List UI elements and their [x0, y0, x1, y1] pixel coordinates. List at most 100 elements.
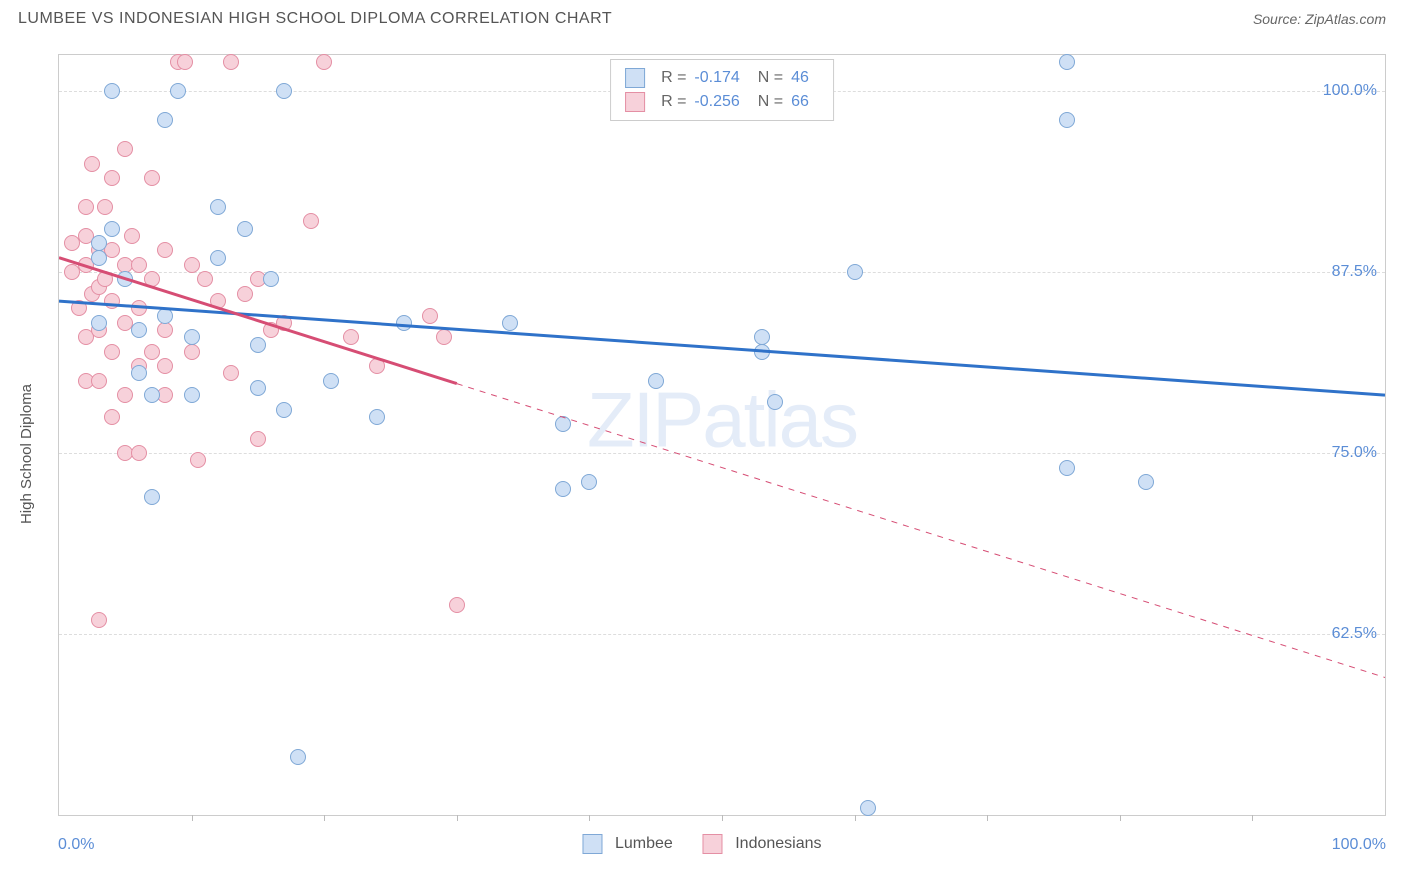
scatter-point-indonesians: [250, 431, 266, 447]
scatter-point-lumbee: [250, 337, 266, 353]
plot-area: ZIPatlas R = -0.174 N = 46 R = -0.256 N …: [58, 54, 1386, 816]
n-label: N =: [758, 66, 783, 90]
x-tick-mark: [192, 815, 193, 821]
scatter-point-indonesians: [104, 344, 120, 360]
scatter-point-lumbee: [754, 329, 770, 345]
legend-label: Indonesians: [735, 835, 821, 852]
scatter-point-indonesians: [190, 452, 206, 468]
scatter-point-lumbee: [581, 474, 597, 490]
scatter-point-indonesians: [97, 199, 113, 215]
gridline: [59, 453, 1385, 454]
scatter-point-indonesians: [422, 308, 438, 324]
source-attribution: Source: ZipAtlas.com: [1253, 11, 1386, 27]
scatter-point-lumbee: [767, 394, 783, 410]
scatter-point-indonesians: [117, 141, 133, 157]
scatter-point-indonesians: [124, 228, 140, 244]
scatter-point-lumbee: [117, 271, 133, 287]
scatter-point-lumbee: [1138, 474, 1154, 490]
scatter-point-indonesians: [177, 54, 193, 70]
scatter-point-indonesians: [157, 322, 173, 338]
scatter-point-lumbee: [276, 83, 292, 99]
scatter-point-indonesians: [303, 213, 319, 229]
scatter-point-lumbee: [91, 250, 107, 266]
scatter-point-indonesians: [131, 445, 147, 461]
swatch-icon: [625, 92, 645, 112]
scatter-point-lumbee: [263, 271, 279, 287]
scatter-point-lumbee: [290, 749, 306, 765]
scatter-point-indonesians: [237, 286, 253, 302]
scatter-point-lumbee: [369, 409, 385, 425]
scatter-point-indonesians: [104, 170, 120, 186]
scatter-point-indonesians: [131, 300, 147, 316]
legend-label: Lumbee: [615, 835, 673, 852]
scatter-point-lumbee: [648, 373, 664, 389]
r-value-lumbee: -0.174: [694, 66, 739, 90]
scatter-point-indonesians: [197, 271, 213, 287]
scatter-point-lumbee: [104, 83, 120, 99]
scatter-point-indonesians: [223, 365, 239, 381]
scatter-point-indonesians: [91, 373, 107, 389]
scatter-point-indonesians: [436, 329, 452, 345]
legend-row-lumbee: R = -0.174 N = 46: [625, 66, 819, 90]
x-tick-mark: [324, 815, 325, 821]
x-tick-mark: [1252, 815, 1253, 821]
n-value-indonesians: 66: [791, 90, 809, 114]
scatter-point-lumbee: [237, 221, 253, 237]
n-value-lumbee: 46: [791, 66, 809, 90]
legend-item-lumbee: Lumbee: [582, 834, 672, 854]
scatter-point-indonesians: [97, 271, 113, 287]
scatter-point-indonesians: [104, 293, 120, 309]
x-tick-mark: [987, 815, 988, 821]
scatter-point-lumbee: [323, 373, 339, 389]
chart-container: High School Diploma ZIPatlas R = -0.174 …: [18, 36, 1386, 872]
y-tick-label: 100.0%: [1323, 82, 1377, 100]
scatter-point-indonesians: [157, 242, 173, 258]
scatter-point-lumbee: [396, 315, 412, 331]
scatter-point-indonesians: [84, 156, 100, 172]
chart-title: LUMBEE VS INDONESIAN HIGH SCHOOL DIPLOMA…: [18, 10, 612, 28]
y-axis-label: High School Diploma: [18, 384, 35, 524]
scatter-point-lumbee: [210, 250, 226, 266]
scatter-point-lumbee: [1059, 112, 1075, 128]
x-tick-mark: [722, 815, 723, 821]
scatter-point-lumbee: [250, 380, 266, 396]
scatter-point-lumbee: [144, 489, 160, 505]
swatch-icon: [625, 68, 645, 88]
scatter-point-lumbee: [91, 315, 107, 331]
scatter-point-indonesians: [144, 344, 160, 360]
scatter-point-indonesians: [343, 329, 359, 345]
scatter-point-indonesians: [78, 199, 94, 215]
gridline: [59, 634, 1385, 635]
scatter-point-lumbee: [210, 199, 226, 215]
scatter-point-indonesians: [210, 293, 226, 309]
scatter-point-lumbee: [104, 221, 120, 237]
scatter-point-indonesians: [144, 271, 160, 287]
scatter-point-indonesians: [449, 597, 465, 613]
scatter-point-lumbee: [170, 83, 186, 99]
scatter-point-indonesians: [157, 358, 173, 374]
scatter-point-lumbee: [157, 308, 173, 324]
x-axis-min-label: 0.0%: [58, 836, 94, 854]
y-tick-label: 62.5%: [1332, 625, 1377, 643]
scatter-point-lumbee: [184, 329, 200, 345]
legend-item-indonesians: Indonesians: [703, 834, 822, 854]
scatter-point-lumbee: [847, 264, 863, 280]
scatter-point-lumbee: [1059, 54, 1075, 70]
scatter-point-lumbee: [1059, 460, 1075, 476]
scatter-point-lumbee: [555, 416, 571, 432]
scatter-point-indonesians: [117, 387, 133, 403]
scatter-point-indonesians: [71, 300, 87, 316]
swatch-icon: [703, 834, 723, 854]
swatch-icon: [582, 834, 602, 854]
correlation-legend: R = -0.174 N = 46 R = -0.256 N = 66: [610, 59, 834, 121]
scatter-point-indonesians: [144, 170, 160, 186]
x-axis-max-label: 100.0%: [1332, 836, 1386, 854]
scatter-point-lumbee: [131, 322, 147, 338]
scatter-point-indonesians: [104, 409, 120, 425]
scatter-point-lumbee: [276, 402, 292, 418]
n-label: N =: [758, 90, 783, 114]
scatter-point-indonesians: [316, 54, 332, 70]
scatter-point-indonesians: [184, 257, 200, 273]
scatter-point-lumbee: [157, 112, 173, 128]
y-tick-label: 75.0%: [1332, 444, 1377, 462]
